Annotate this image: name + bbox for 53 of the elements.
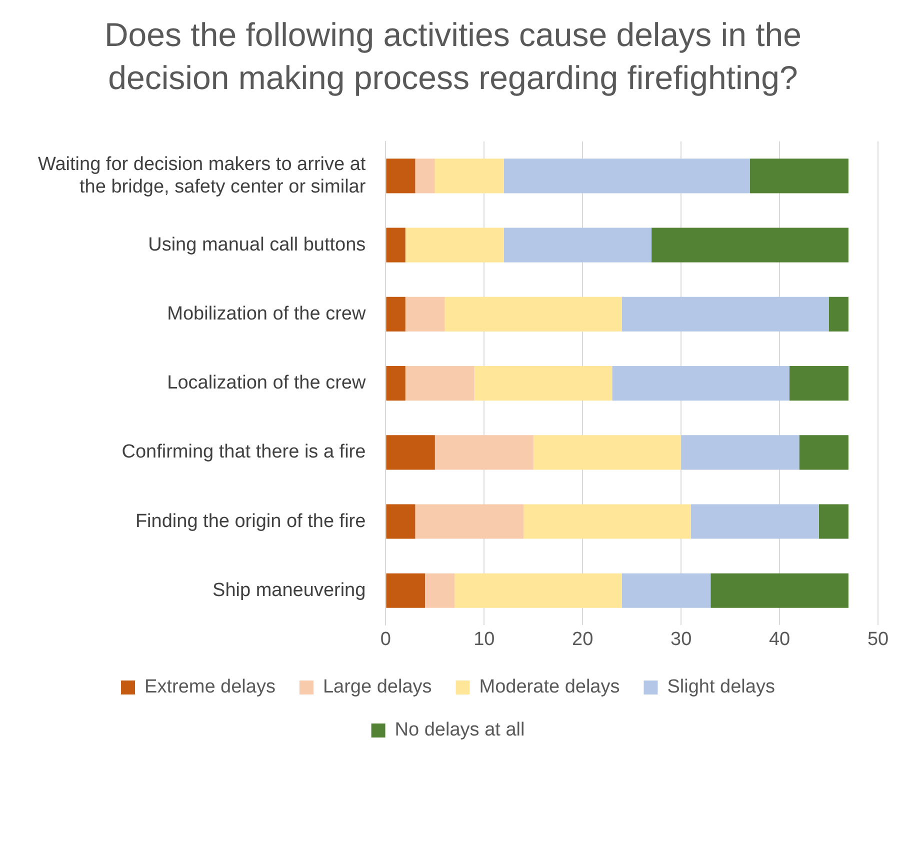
bar <box>622 573 711 608</box>
y-tick-label: Using manual call buttons <box>148 234 366 256</box>
bar <box>405 366 474 400</box>
bar <box>533 434 682 470</box>
y-tick-label: Confirming that there is a fire <box>122 441 366 462</box>
legend-label: Slight delays <box>667 676 775 698</box>
bar <box>386 573 426 608</box>
y-tick-label: Finding the origin of the fire <box>135 510 366 532</box>
bar <box>799 434 848 470</box>
bar <box>454 573 622 608</box>
bar <box>789 366 848 400</box>
x-tick-label: 40 <box>768 628 790 650</box>
bar <box>434 158 504 194</box>
bar <box>524 504 691 539</box>
legend-label: Extreme delays <box>144 676 276 698</box>
bar <box>386 434 435 470</box>
x-tick-label: 0 <box>380 628 391 650</box>
bar <box>504 158 750 194</box>
x-tick-label: 10 <box>474 628 495 650</box>
bar <box>386 296 406 332</box>
bar <box>444 296 622 332</box>
chart-title: Does the following activities cause delays in the decision making process regarding firefighting? <box>103 15 803 98</box>
y-tick-label: Mobilization of the crew <box>167 303 366 324</box>
bar <box>652 228 848 262</box>
bar <box>386 158 416 194</box>
bar <box>612 366 790 400</box>
bar <box>474 366 612 400</box>
legend-label: No delays at all <box>394 720 525 741</box>
bar <box>425 573 455 608</box>
bar <box>504 228 652 262</box>
bar <box>405 296 445 332</box>
bar <box>434 434 534 470</box>
y-tick-label: Localization of the crew <box>167 372 366 394</box>
bar <box>415 158 435 194</box>
bar <box>622 296 829 332</box>
x-tick-label: 20 <box>572 628 594 650</box>
bar <box>750 158 848 194</box>
bar <box>690 504 819 539</box>
bar <box>386 228 406 262</box>
bar <box>828 296 848 332</box>
bar <box>415 504 524 539</box>
legend-label: Large delays <box>322 676 432 698</box>
bar <box>386 504 416 539</box>
legend-label: Moderate delays <box>479 676 620 698</box>
y-tick-label: Ship maneuvering <box>212 580 366 601</box>
y-tick-label: Waiting for decision makers to arrive at the bridge, safety center or similar <box>38 154 366 198</box>
bar <box>405 228 504 262</box>
bar <box>710 573 848 608</box>
x-tick-label: 50 <box>867 628 889 650</box>
bar <box>386 366 406 400</box>
x-tick-label: 30 <box>670 628 692 650</box>
bar <box>681 434 800 470</box>
bar <box>818 504 848 539</box>
